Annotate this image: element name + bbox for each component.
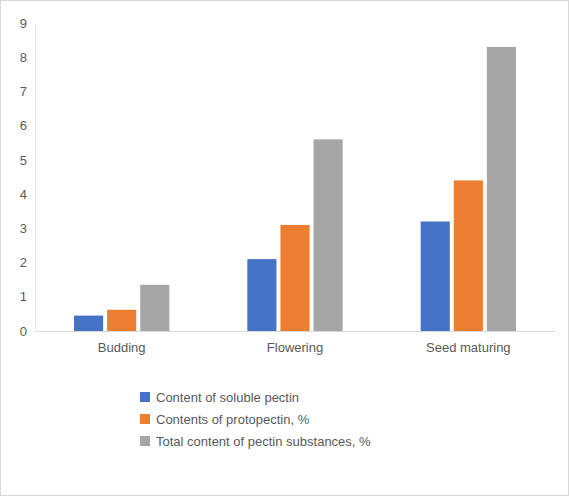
chart: 0 1 2 3 4 5 6 7 8 9 Budding Flowering Seed maturing C… — [0, 0, 569, 496]
y-tick: 0 — [20, 324, 35, 339]
x-tick: Seed maturing — [426, 331, 511, 355]
y-axis: 0 1 2 3 4 5 6 7 8 9 — [20, 16, 36, 339]
legend-item: Content of soluble pectin — [140, 390, 299, 405]
y-tick-label: 5 — [20, 153, 27, 168]
y-tick-label: 4 — [20, 187, 27, 202]
bar-series — [74, 221, 450, 331]
x-tick: Budding — [98, 331, 146, 355]
bar-series — [107, 180, 483, 331]
legend-item: Contents of protopectin, % — [140, 412, 310, 427]
legend: Content of soluble pectin Contents of pro… — [140, 390, 371, 449]
chart-border — [1, 1, 569, 496]
y-tick: 5 — [20, 153, 35, 168]
legend-label: Total content of pectin substances, % — [156, 434, 371, 449]
x-tick: Flowering — [267, 331, 323, 355]
legend-swatch — [140, 414, 150, 424]
bar — [74, 316, 103, 331]
x-tick-label: Budding — [98, 340, 146, 355]
y-axis-line — [35, 24, 36, 332]
bar — [421, 221, 450, 331]
x-tick-label: Flowering — [267, 340, 323, 355]
bar — [247, 259, 276, 331]
bar — [107, 310, 136, 331]
y-tick: 7 — [20, 84, 35, 99]
y-tick-label: 1 — [20, 289, 27, 304]
bar — [280, 225, 309, 331]
y-tick-label: 7 — [20, 84, 27, 99]
bars — [74, 47, 516, 331]
legend-swatch — [140, 392, 150, 402]
y-tick-label: 3 — [20, 221, 27, 236]
legend-swatch — [140, 436, 150, 446]
y-tick-label: 6 — [20, 118, 27, 133]
y-tick: 9 — [20, 16, 35, 31]
bar — [314, 139, 343, 331]
y-tick: 3 — [20, 221, 35, 236]
legend-item: Total content of pectin substances, % — [140, 434, 371, 449]
y-tick-label: 8 — [20, 50, 27, 65]
y-tick: 8 — [20, 50, 35, 65]
x-axis: Budding Flowering Seed maturing — [36, 331, 556, 355]
y-tick: 1 — [20, 289, 35, 304]
bar — [487, 47, 516, 331]
legend-label: Content of soluble pectin — [156, 390, 299, 405]
y-tick-label: 0 — [20, 324, 27, 339]
legend-label: Contents of protopectin, % — [156, 412, 310, 427]
bar — [454, 180, 483, 331]
y-tick: 4 — [20, 187, 35, 202]
y-tick-label: 2 — [20, 255, 27, 270]
y-tick-label: 9 — [20, 16, 27, 31]
x-axis-line — [36, 331, 556, 332]
bar-series — [140, 47, 516, 331]
y-tick: 2 — [20, 255, 35, 270]
bar — [140, 285, 169, 331]
x-tick-label: Seed maturing — [426, 340, 511, 355]
y-tick: 6 — [20, 118, 35, 133]
